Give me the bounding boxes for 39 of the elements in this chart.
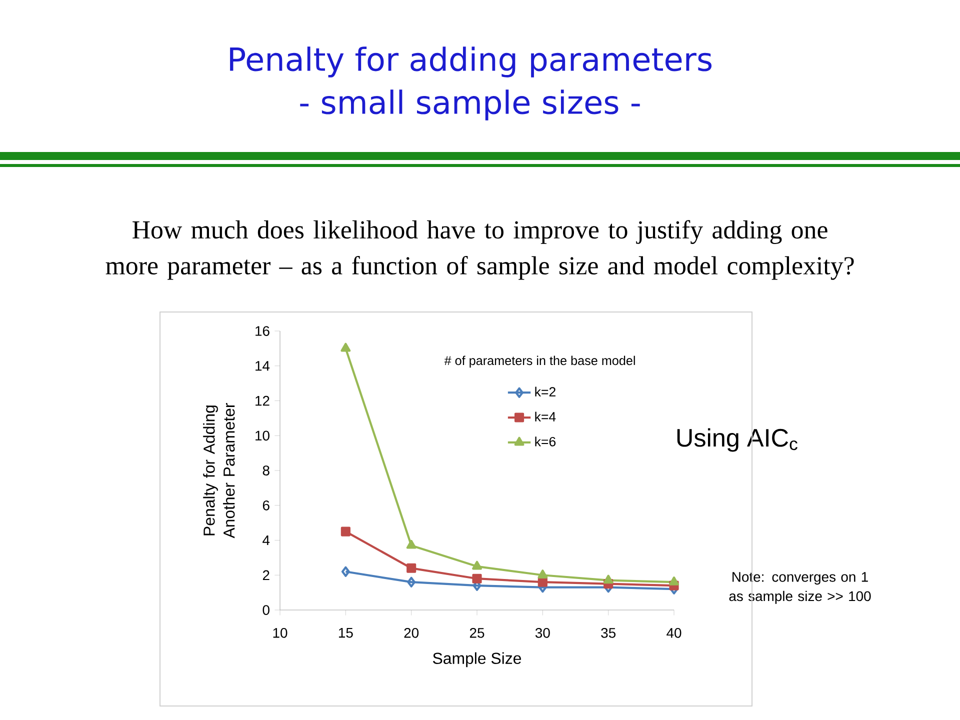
x-axis-title: Sample Size <box>432 652 522 668</box>
point <box>472 560 482 570</box>
point <box>538 570 548 578</box>
x-tick-label: 25 <box>470 628 484 638</box>
point <box>340 342 351 352</box>
legend-title: # of parameters in the base model <box>444 356 635 368</box>
y-tick-label: 16 <box>256 326 270 336</box>
x-tick-label: 35 <box>601 628 616 638</box>
point <box>538 577 548 587</box>
y-tick-label: 10 <box>256 430 270 441</box>
point <box>406 563 416 573</box>
y-tick-label: 12 <box>256 396 270 406</box>
point <box>407 576 416 588</box>
x-tick-label: 30 <box>535 628 550 638</box>
x-tick-label: 20 <box>404 628 419 638</box>
y-tick-label: 4 <box>262 535 270 546</box>
legend-label: k=6 <box>535 436 556 446</box>
y-axis-title: Penalty for Adding Another Parameter <box>203 403 235 538</box>
text: Note: converges on 1 as sample size >> 100 <box>729 572 871 604</box>
chart-title: Penalty for adding parameters <box>230 46 712 78</box>
x-tick-label: 15 <box>338 628 353 638</box>
y-tick-label: 0 <box>262 605 270 615</box>
x-tick-label: 40 <box>666 628 682 638</box>
point <box>669 576 679 586</box>
point <box>341 566 350 577</box>
y-tick-label: 2 <box>262 570 270 580</box>
point <box>406 540 416 549</box>
y-tick-label: 8 <box>262 466 270 476</box>
y-tick-label: 6 <box>262 500 270 510</box>
point <box>472 574 482 584</box>
legend-label: k=2 <box>535 386 556 396</box>
text: How much does likelihood have to improve to justify adding one more parameter – as a function of sample size and model complexity? <box>106 220 854 280</box>
text: Using AIC$_{c}$ <box>677 428 798 452</box>
point <box>340 526 350 536</box>
chart-subtitle: - small sample sizes - <box>300 90 640 120</box>
point <box>603 574 614 584</box>
legend-label: k=4 <box>535 412 556 422</box>
y-tick-label: 14 <box>256 361 270 371</box>
x-tick-label: 10 <box>273 628 288 638</box>
